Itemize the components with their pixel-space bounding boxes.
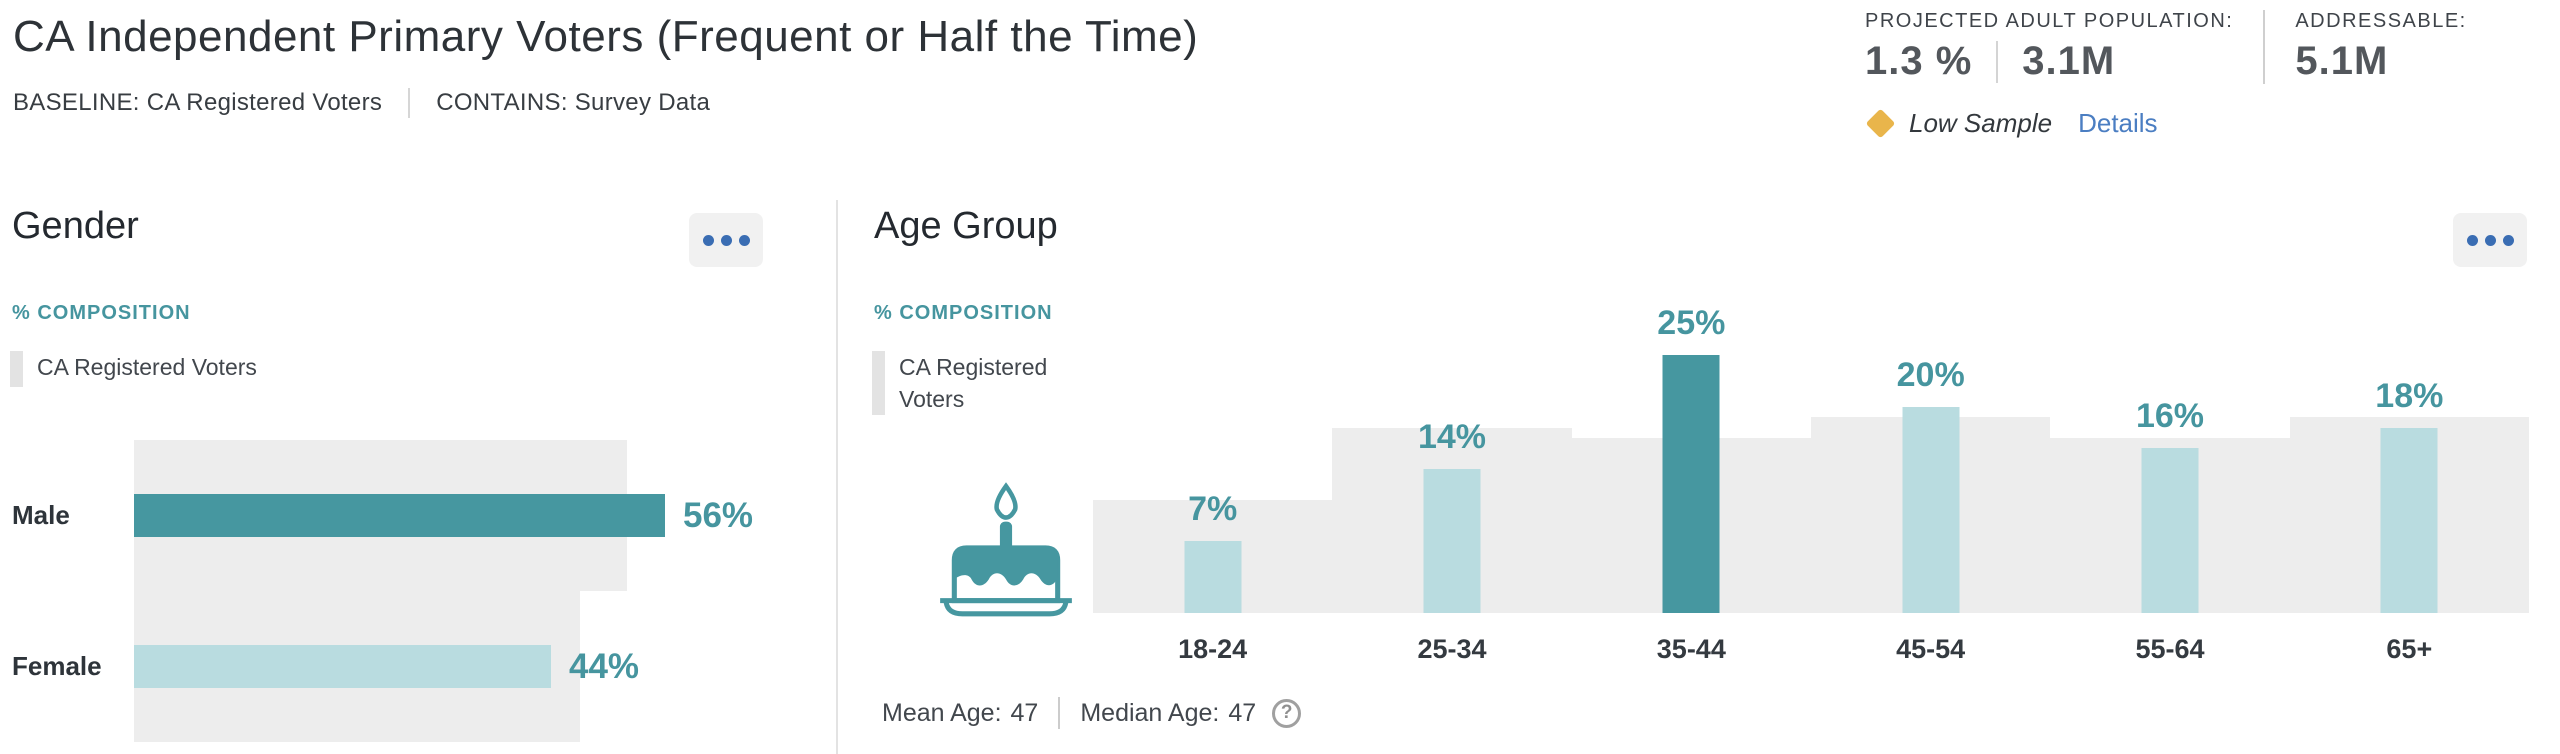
mean-age-value: 47	[1010, 698, 1039, 727]
addressable-group: ADDRESSABLE: 5.1M	[2295, 10, 2466, 84]
gender-bar-female[interactable]	[134, 645, 551, 688]
low-sample-label: Low Sample	[1909, 108, 2053, 138]
baseline-swatch-icon	[10, 351, 23, 387]
subtitle-divider	[408, 88, 411, 118]
ellipsis-icon	[2502, 234, 2514, 246]
median-age-value: 47	[1228, 698, 1257, 727]
age-bar-65+[interactable]	[2380, 428, 2438, 613]
age-slot-65+: 18% 65+	[2289, 353, 2529, 664]
age-slot-25-34: 14% 25-34	[1332, 353, 1572, 664]
age-category-label: 45-54	[1896, 634, 1966, 664]
age-legend-label: CA Registered Voters	[899, 354, 1048, 412]
age-bar-18-24[interactable]	[1184, 541, 1242, 613]
panel-divider	[836, 200, 838, 754]
footer-divider	[1058, 697, 1061, 729]
age-category-label: 65+	[2386, 634, 2433, 664]
birthday-cake-icon	[940, 482, 1072, 617]
age-category-label: 35-44	[1656, 634, 1726, 664]
age-group-panel: Age Group % COMPOSITION CA Registered Vo…	[872, 205, 2529, 754]
gender-bar-area: 56%	[134, 440, 763, 591]
stat-divider	[1996, 40, 1999, 83]
stats-group-divider	[2263, 10, 2266, 84]
gender-panel-title: Gender	[12, 205, 139, 247]
age-bar-25-34[interactable]	[1423, 469, 1481, 613]
age-value-label: 18%	[2375, 377, 2444, 415]
gender-value-label: 44%	[569, 646, 640, 686]
question-circle-icon[interactable]: ?	[1272, 698, 1302, 728]
ellipsis-icon	[702, 234, 714, 246]
age-bar-55-64[interactable]	[2141, 448, 2199, 613]
gender-bar-area: 44%	[134, 591, 763, 742]
page-title: CA Independent Primary Voters (Frequent …	[13, 12, 1199, 61]
age-menu-button[interactable]	[2453, 213, 2527, 267]
projected-population-count: 3.1M	[2022, 39, 2116, 83]
details-link[interactable]: Details	[2078, 108, 2158, 138]
age-slot-55-64: 16% 55-64	[2050, 353, 2290, 664]
low-sample-diamond-icon	[1865, 108, 1896, 139]
gender-legend-label: CA Registered Voters	[37, 354, 257, 380]
age-panel-title: Age Group	[874, 205, 1058, 247]
addressable-label: ADDRESSABLE:	[2295, 10, 2467, 32]
age-value-label: 14%	[1417, 418, 1487, 456]
audience-stats: PROJECTED ADULT POPULATION: 1.3 % 3.1M A…	[1865, 10, 2467, 139]
audience-subtitle: BASELINE: CA Registered Voters CONTAINS:…	[13, 88, 710, 118]
gender-metric-label: % COMPOSITION	[12, 302, 191, 324]
median-age-label: Median Age:	[1080, 698, 1220, 727]
age-metric-label: % COMPOSITION	[874, 302, 1053, 324]
age-slot-18-24: 7% 18-24	[1093, 353, 1333, 664]
age-category-label: 25-34	[1417, 634, 1487, 664]
ellipsis-icon	[720, 234, 732, 246]
gender-category-label: Male	[12, 500, 70, 530]
gender-panel: Gender % COMPOSITION CA Registered Voter…	[10, 205, 763, 754]
gender-menu-button[interactable]	[689, 213, 763, 267]
age-category-label: 18-24	[1178, 634, 1248, 664]
gender-legend: CA Registered Voters	[10, 351, 257, 387]
gender-category-label: Female	[12, 651, 102, 681]
age-value-label: 25%	[1657, 304, 1726, 342]
age-category-label: 55-64	[2135, 634, 2205, 664]
ellipsis-icon	[2484, 234, 2496, 246]
gender-row-male: Male 56%	[12, 440, 763, 591]
age-legend: CA Registered Voters	[872, 351, 1064, 415]
gender-bar-male[interactable]	[134, 494, 665, 537]
ellipsis-icon	[2466, 234, 2478, 246]
age-slot-35-44: 25% 35-44	[1571, 304, 1811, 664]
age-value-label: 16%	[2135, 397, 2205, 435]
age-value-label: 20%	[1896, 356, 1965, 394]
gender-row-female: Female 44%	[12, 591, 763, 742]
age-slot-45-54: 20% 45-54	[1811, 353, 2051, 664]
age-value-label: 7%	[1188, 490, 1238, 528]
age-bar-35-44[interactable]	[1662, 355, 1720, 613]
projected-population-percent: 1.3 %	[1865, 39, 1973, 83]
projected-population-label: PROJECTED ADULT POPULATION:	[1865, 10, 2234, 32]
contains-info: CONTAINS: Survey Data	[436, 89, 711, 116]
age-bar-45-54[interactable]	[1902, 407, 1960, 613]
projected-population-group: PROJECTED ADULT POPULATION: 1.3 % 3.1M	[1865, 10, 2233, 84]
baseline-info: BASELINE: CA Registered Voters	[13, 89, 383, 116]
mean-age-label: Mean Age:	[882, 698, 1002, 727]
age-stats-footer: Mean Age: 47 Median Age: 47 ?	[882, 697, 1302, 729]
baseline-swatch-icon	[872, 351, 885, 415]
gender-value-label: 56%	[683, 495, 754, 535]
gender-chart: Male 56% Female 44%	[12, 440, 763, 742]
addressable-count: 5.1M	[2295, 39, 2389, 83]
ellipsis-icon	[738, 234, 750, 246]
age-chart: 7% 18-24 14% 25-34 25% 35-44 20% 45-54 16% 55-64 1…	[1093, 304, 2529, 664]
